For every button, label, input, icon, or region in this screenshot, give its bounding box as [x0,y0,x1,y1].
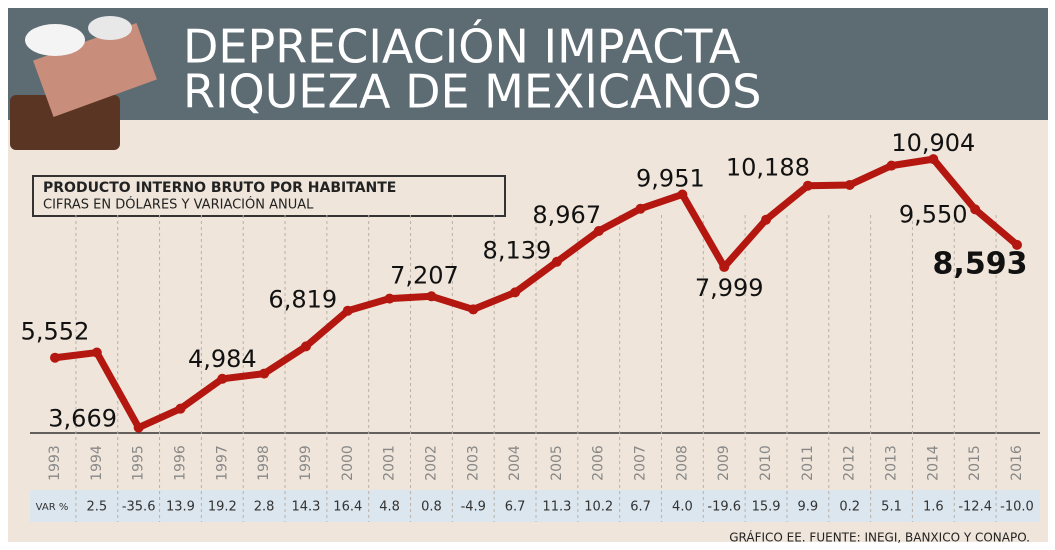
x-tick-label: 1998 [256,445,272,481]
variation-value: 14.3 [291,500,320,515]
x-tick-label: 2013 [884,445,900,481]
point [1012,239,1022,250]
x-tick-label: 2006 [591,445,607,481]
variation-value: 0.8 [421,500,442,515]
variation-value: 5.1 [881,500,902,515]
point [342,305,353,316]
x-tick-label: 2004 [507,445,523,481]
point [426,291,437,302]
point [468,304,479,315]
point [175,403,186,414]
variation-value: 0.2 [839,500,860,515]
point [217,373,228,384]
x-tick-label: 2014 [925,445,941,481]
variation-value: 6.7 [505,500,526,515]
data-label: 7,207 [390,261,459,289]
point [510,287,521,298]
point [551,256,562,267]
variation-value: 10.2 [584,500,613,515]
data-label: 8,967 [532,201,601,229]
point [719,261,730,272]
variation-value: 4.8 [379,500,400,515]
data-label: 3,669 [48,405,117,433]
x-tick-label: 2011 [800,445,816,481]
x-tick-label: 2003 [465,445,481,481]
variation-value: 13.9 [166,500,195,515]
variation-value: 9.9 [798,500,819,515]
point [384,293,395,304]
x-tick-label: 2010 [758,445,774,481]
x-tick-label: 1993 [47,445,63,481]
x-tick-label: 1999 [298,445,314,481]
point [300,341,311,352]
point [677,189,688,200]
legend-subtitle: CIFRAS EN DÓLARES Y VARIACIÓN ANUAL [43,197,314,213]
point [761,214,772,225]
variation-value: -19.6 [707,500,741,515]
point [259,368,270,379]
x-tick-label: 2000 [340,445,356,481]
x-tick-label: 2009 [716,445,732,481]
legend-title: PRODUCTO INTERNO BRUTO POR HABITANTE [43,180,396,196]
variation-value: -12.4 [958,500,992,515]
point [886,160,897,171]
variation-value: 11.3 [542,500,571,515]
point [593,226,604,237]
illustration [10,16,157,150]
data-label: 7,999 [695,274,764,302]
data-label: 4,984 [188,345,257,373]
variation-label: VAR % [36,502,69,513]
data-label: 6,819 [268,286,337,314]
point [91,347,102,358]
line-series [54,155,1020,432]
x-tick-label: 2008 [674,445,690,481]
variation-row [30,490,1040,522]
x-tick-label: 2012 [842,445,858,481]
variation-value: -35.6 [122,500,156,515]
legend-box [32,175,506,217]
chart-title: DEPRECIACIÓN IMPACTA [183,20,741,74]
source: GRÁFICO EE. FUENTE: INEGI, BANXICO Y CON… [729,530,1030,545]
point [635,203,646,214]
variation-value: 1.6 [923,500,944,515]
data-label: 9,951 [636,164,705,192]
data-label: 5,552 [21,318,90,346]
header-band [8,8,1048,120]
variation-value: 4.0 [672,500,693,515]
point [802,180,813,191]
data-label: 10,904 [891,129,975,157]
x-tick-label: 2015 [967,445,983,481]
variation-value: 2.5 [86,500,107,515]
point [50,352,60,363]
variation-value: -10.0 [1000,500,1034,515]
variation-value: 15.9 [752,500,781,515]
x-tick-label: 1994 [89,445,105,481]
x-tick-label: 2005 [549,445,565,481]
x-tick-label: 2001 [382,445,398,481]
point [133,422,144,433]
data-label: 8,593 [933,246,1028,281]
variation-value: 6.7 [630,500,651,515]
x-tick-label: 1996 [172,445,188,481]
point [844,179,855,190]
x-tick-label: 1995 [131,445,147,481]
point [928,154,939,165]
variation-value: -4.9 [461,500,486,515]
variation-value: 16.4 [333,500,362,515]
x-tick-label: 2007 [633,445,649,481]
variation-value: 19.2 [208,500,237,515]
data-label: 10,188 [726,154,810,182]
x-tick-label: 1997 [214,445,230,481]
x-tick-label: 2002 [423,445,439,481]
point [970,204,981,215]
variation-value: 2.8 [254,500,275,515]
data-label: 9,550 [899,200,968,228]
data-label: 8,139 [483,237,552,265]
chart-title: RIQUEZA DE MEXICANOS [183,65,761,119]
x-tick-label: 2016 [1009,445,1025,481]
